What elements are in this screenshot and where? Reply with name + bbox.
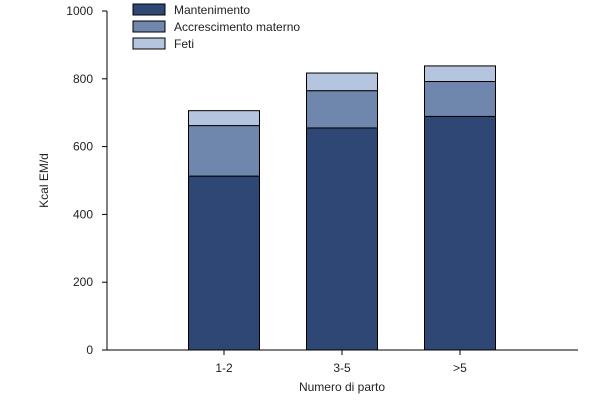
legend-label: Feti — [174, 37, 194, 51]
bar-segment-mantenimento-5 — [424, 115, 496, 351]
legend-swatch — [132, 20, 166, 33]
bar-segment-accrescimento-materno-35 — [306, 90, 378, 129]
y-tick-label: 200 — [73, 275, 93, 289]
x-tick-label: 1-2 — [215, 361, 233, 375]
bar-segment-feti-35 — [306, 72, 378, 92]
bar-segment-accrescimento-materno-12 — [188, 125, 260, 177]
bar-segment-feti-12 — [188, 110, 260, 127]
y-tick-label: 800 — [73, 72, 93, 86]
x-tick-label: 3-5 — [333, 361, 351, 375]
y-axis: 0 200 400 600 800 1000 — [66, 4, 108, 357]
y-tick-label: 400 — [73, 207, 93, 221]
bar-segment-accrescimento-materno-5 — [424, 81, 496, 117]
bar-segment-feti-5 — [424, 65, 496, 83]
bar-segment-mantenimento-35 — [306, 127, 378, 351]
y-tick-label: 0 — [86, 343, 93, 357]
y-tick-label: 600 — [73, 140, 93, 154]
x-axis-title: Numero di parto — [299, 380, 385, 394]
bars — [188, 65, 496, 351]
x-tick-label: >5 — [453, 361, 467, 375]
legend-label: Mantenimento — [174, 3, 250, 17]
y-axis-title: Kcal EM/d — [37, 153, 51, 208]
legend-swatch — [132, 37, 166, 50]
bar-segment-mantenimento-12 — [188, 175, 260, 351]
legend-swatch — [132, 3, 166, 16]
legend: Mantenimento Accrescimento materno Feti — [132, 3, 300, 51]
legend-label: Accrescimento materno — [174, 20, 300, 34]
y-tick-label: 1000 — [66, 4, 93, 18]
x-axis: 1-2 3-5 >5 — [107, 349, 578, 375]
